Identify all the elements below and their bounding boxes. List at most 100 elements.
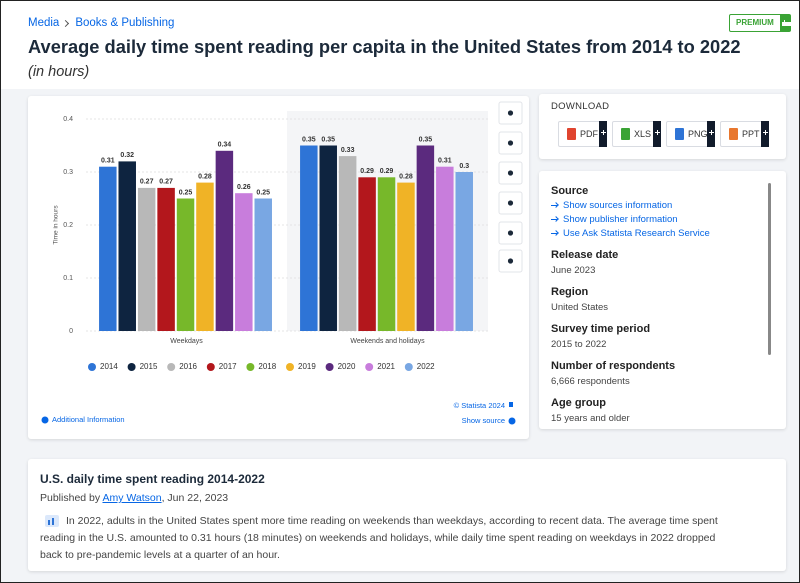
legend-label[interactable]: 2017 bbox=[219, 362, 237, 371]
bar[interactable] bbox=[235, 193, 253, 331]
file-icon bbox=[729, 128, 738, 140]
details-card: Source Show sources information Show publ… bbox=[539, 171, 786, 429]
published-prefix: Published by bbox=[40, 492, 101, 504]
show-source[interactable]: Show source bbox=[462, 416, 505, 425]
details: Source Show sources information Show publ… bbox=[551, 183, 756, 430]
info-icon bbox=[508, 417, 516, 425]
bar[interactable] bbox=[300, 145, 318, 332]
bar[interactable] bbox=[215, 150, 234, 331]
bar[interactable] bbox=[377, 177, 396, 331]
legend-label[interactable]: 2016 bbox=[179, 362, 197, 371]
x-tick-label: Weekdays bbox=[170, 338, 203, 345]
detail-label: Survey time period bbox=[551, 323, 651, 335]
bar[interactable] bbox=[455, 172, 473, 331]
header bbox=[1, 1, 799, 89]
legend-label[interactable]: 2014 bbox=[100, 362, 118, 371]
copyright: © Statista 2024 bbox=[454, 401, 505, 410]
value-label: 0.25 bbox=[256, 189, 270, 196]
plus-icon bbox=[601, 130, 606, 135]
arrow-icon bbox=[551, 204, 557, 207]
download-button[interactable]: PPT bbox=[720, 121, 769, 147]
page-title: Average daily time spent reading per cap… bbox=[28, 36, 741, 57]
link-text: Use Ask Statista Research Service bbox=[563, 228, 710, 239]
bar[interactable] bbox=[99, 166, 117, 331]
file-icon bbox=[621, 128, 630, 140]
download-button[interactable]: PDF bbox=[558, 121, 607, 147]
value-label: 0.31 bbox=[438, 158, 452, 165]
legend-label[interactable]: 2015 bbox=[140, 362, 158, 371]
bar[interactable] bbox=[157, 187, 175, 331]
detail-value: June 2023 bbox=[551, 265, 596, 276]
breadcrumb: Media Books & Publishing bbox=[28, 17, 174, 29]
legend-marker[interactable] bbox=[167, 363, 176, 371]
value-label: 0.35 bbox=[419, 136, 433, 143]
value-label: 0.35 bbox=[302, 136, 316, 143]
bar[interactable] bbox=[416, 145, 435, 332]
description-title: U.S. daily time spent reading 2014-2022 bbox=[40, 472, 265, 486]
detail-value: 2015 to 2022 bbox=[551, 339, 607, 350]
bar[interactable] bbox=[338, 156, 357, 331]
bar[interactable] bbox=[358, 177, 376, 331]
flag-icon bbox=[509, 402, 513, 407]
detail-label: Release date bbox=[551, 249, 619, 261]
bar[interactable] bbox=[436, 166, 454, 331]
author-link[interactable]: Amy Watson bbox=[102, 492, 162, 504]
breadcrumb-link[interactable]: Books & Publishing bbox=[75, 17, 175, 29]
source-link[interactable]: Show sources information bbox=[551, 200, 756, 211]
download-button[interactable]: PNG bbox=[666, 121, 715, 147]
value-label: 0.34 bbox=[218, 142, 232, 149]
info-icon bbox=[41, 416, 49, 424]
chart-card: 0 0.1 0.2 0.3 0.4 Time in hours Weekdays 0.31 0.… bbox=[28, 96, 529, 439]
source-link[interactable]: Use Ask Statista Research Service bbox=[551, 228, 756, 239]
value-label: 0.28 bbox=[399, 173, 413, 180]
scrollbar[interactable] bbox=[768, 183, 771, 355]
publish-date: , Jun 22, 2023 bbox=[161, 492, 229, 504]
value-label: 0.27 bbox=[140, 179, 154, 186]
breadcrumb-link[interactable]: Media bbox=[28, 17, 60, 29]
value-label: 0.32 bbox=[120, 152, 134, 159]
format-label: PPT bbox=[742, 129, 760, 139]
badge-text: PREMIUM bbox=[736, 18, 774, 27]
legend-label[interactable]: 2018 bbox=[258, 362, 276, 371]
plus-icon bbox=[781, 20, 799, 26]
download-button[interactable]: XLS bbox=[612, 121, 661, 147]
legend-marker[interactable] bbox=[127, 363, 136, 371]
legend-label[interactable]: 2020 bbox=[338, 362, 356, 371]
bar[interactable] bbox=[254, 198, 272, 332]
premium-badge[interactable]: PREMIUM bbox=[729, 14, 799, 32]
arrow-icon bbox=[551, 218, 557, 221]
x-tick-label: Weekends and holidays bbox=[350, 338, 425, 345]
bar[interactable] bbox=[196, 182, 214, 331]
value-label: 0.28 bbox=[198, 173, 212, 180]
legend-marker[interactable] bbox=[404, 363, 413, 371]
legend-marker[interactable] bbox=[365, 363, 374, 371]
link-text: Show sources information bbox=[563, 200, 673, 211]
legend-marker[interactable] bbox=[325, 363, 334, 371]
download-card: DOWNLOAD PDF XLS PNG PPT bbox=[539, 94, 786, 159]
legend-marker[interactable] bbox=[88, 363, 96, 371]
detail-fields: Release date June 2023 Region United States… bbox=[551, 249, 756, 430]
source-links: Show sources information Show publisher i… bbox=[551, 200, 756, 239]
bar[interactable] bbox=[397, 182, 415, 331]
bar[interactable] bbox=[176, 198, 195, 332]
plus-icon bbox=[709, 130, 714, 135]
value-label: 0.29 bbox=[380, 168, 394, 175]
source-link[interactable]: Show publisher information bbox=[551, 214, 756, 225]
toolbar-icon bbox=[507, 170, 514, 176]
plus-icon bbox=[763, 130, 768, 135]
bar[interactable] bbox=[137, 187, 156, 331]
legend-label[interactable]: 2022 bbox=[417, 362, 435, 371]
legend-marker[interactable] bbox=[246, 363, 255, 371]
bar[interactable] bbox=[118, 161, 136, 331]
legend-marker[interactable] bbox=[206, 363, 215, 371]
detail-label: Number of respondents bbox=[551, 360, 676, 372]
legend-label[interactable]: 2019 bbox=[298, 362, 316, 371]
y-tick-label: 0.2 bbox=[63, 222, 73, 229]
y-tick-label: 0.1 bbox=[63, 275, 73, 282]
legend-marker[interactable] bbox=[286, 363, 294, 371]
bar[interactable] bbox=[319, 145, 337, 332]
legend-label[interactable]: 2021 bbox=[377, 362, 395, 371]
additional-info[interactable]: Additional Information bbox=[52, 415, 125, 424]
format-label: PNG bbox=[688, 129, 708, 139]
